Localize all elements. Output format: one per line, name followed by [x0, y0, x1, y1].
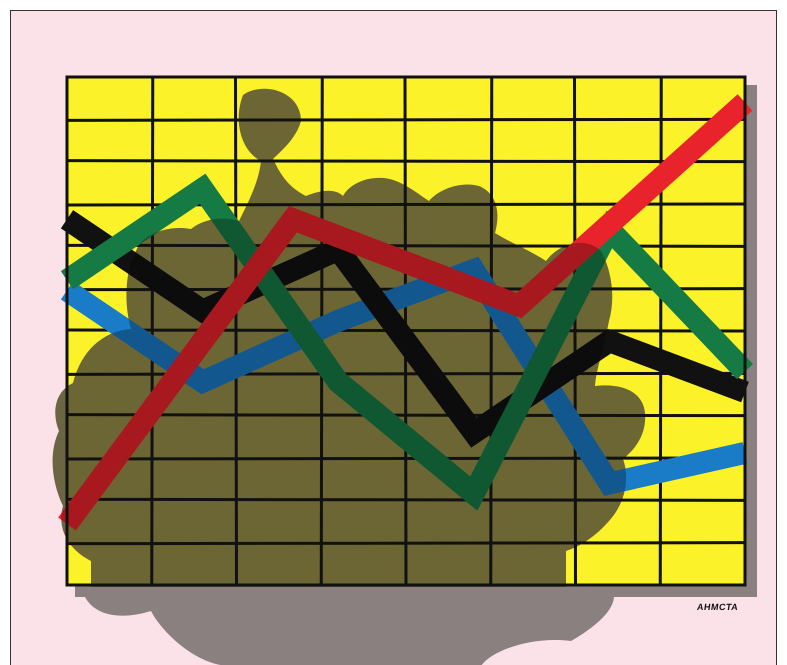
green-line — [60, 173, 753, 511]
artist-signature: AHMCTA — [696, 602, 740, 612]
grid-row-line — [66, 243, 746, 248]
cast-shadow — [81, 586, 615, 665]
grid-row-line — [66, 117, 746, 122]
grid-row-line — [66, 159, 746, 164]
stock-chart-illustration — [11, 11, 776, 665]
grid-row-line — [66, 497, 746, 502]
grid-row-line — [66, 456, 746, 461]
red-line — [58, 94, 753, 531]
black-line — [60, 210, 749, 448]
chart-lines — [58, 94, 753, 531]
illustration-frame: AHMCTA — [10, 10, 777, 665]
grid-row-line — [66, 541, 746, 546]
grid-row-line — [66, 413, 746, 418]
board-outline — [65, 75, 747, 587]
